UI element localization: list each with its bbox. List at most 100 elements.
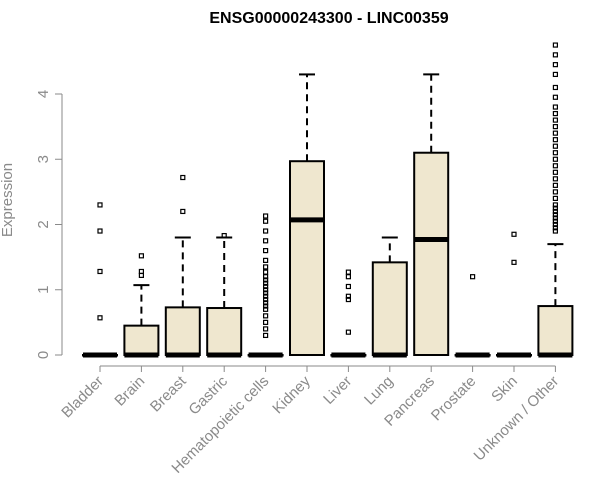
outlier-point	[552, 218, 559, 224]
box	[371, 261, 408, 356]
outlier-point	[263, 277, 269, 283]
outlier-point	[552, 205, 559, 211]
outlier-point	[345, 296, 351, 303]
outlier-point	[552, 124, 559, 130]
outlier-point	[263, 313, 269, 319]
outlier-point	[552, 104, 559, 110]
outlier-point	[552, 143, 559, 149]
box-group-bladder	[82, 202, 118, 358]
box-group-pancreas	[413, 73, 450, 356]
outlier-point	[552, 52, 559, 58]
outlier-point	[263, 300, 269, 306]
outlier-point	[180, 208, 186, 215]
outlier-point	[552, 225, 559, 231]
box-group-unknown-other	[537, 42, 574, 358]
outlier-point	[263, 290, 269, 296]
outlier-point	[263, 287, 269, 293]
outlier-point	[97, 202, 103, 208]
box-group-lung	[371, 236, 408, 358]
box	[123, 324, 160, 357]
outlier-point	[263, 264, 269, 270]
outlier-point	[345, 283, 351, 290]
outlier-point	[263, 319, 269, 325]
outlier-point	[263, 269, 269, 275]
box-group-liver	[330, 269, 367, 358]
x-tick-label: Lung	[361, 373, 397, 409]
x-tick-label: Prostate	[428, 373, 480, 425]
outlier-point	[263, 306, 269, 312]
outlier-point	[552, 195, 559, 201]
outlier-point	[552, 202, 559, 208]
outlier-point	[263, 303, 269, 309]
outlier-point	[552, 71, 559, 78]
outlier-point	[552, 94, 559, 100]
outlier-point	[263, 213, 269, 219]
outlier-point	[263, 257, 269, 263]
x-tick-label: Breast	[147, 372, 190, 415]
outlier-point	[263, 326, 269, 332]
y-tick-label: 1	[35, 286, 52, 294]
outlier-point	[263, 332, 269, 339]
outlier-point	[552, 42, 559, 48]
outlier-point	[552, 215, 559, 221]
x-tick-label: Bladder	[58, 373, 107, 422]
outlier-point	[345, 329, 351, 335]
plot-area	[82, 42, 574, 358]
outlier-point	[97, 315, 103, 321]
outlier-point	[552, 228, 559, 234]
outlier-point	[263, 293, 269, 299]
outlier-point	[552, 169, 559, 175]
box-group-kidney	[289, 73, 325, 356]
outlier-point	[552, 156, 559, 162]
outlier-point	[263, 296, 269, 303]
outlier-point	[552, 182, 559, 188]
box-group-prostate	[454, 274, 491, 358]
y-tick-label: 4	[35, 90, 52, 98]
outlier-point	[511, 259, 517, 265]
box-group-skin	[496, 231, 532, 358]
chart-title: ENSG00000243300 - LINC00359	[209, 10, 448, 27]
outlier-point	[552, 163, 559, 169]
outlier-point	[552, 150, 559, 156]
y-tick-label: 3	[35, 155, 52, 163]
box	[413, 151, 450, 356]
outlier-point	[470, 274, 476, 280]
outlier-point	[552, 176, 559, 182]
box-group-gastric	[206, 232, 243, 358]
outlier-point	[345, 269, 351, 275]
outlier-point	[552, 221, 559, 228]
x-tick-label: Liver	[320, 373, 355, 408]
outlier-point	[345, 293, 351, 299]
box	[206, 307, 243, 356]
outlier-point	[263, 280, 269, 286]
outlier-point	[552, 84, 559, 91]
outlier-point	[552, 62, 559, 68]
outlier-point	[180, 174, 186, 181]
x-tick-label: Kidney	[269, 372, 314, 417]
x-tick-label: Brain	[111, 373, 148, 410]
outlier-point	[263, 218, 269, 224]
box	[289, 160, 325, 356]
outlier-point	[552, 117, 559, 123]
outlier-point	[97, 228, 103, 234]
box-group-breast	[164, 174, 201, 358]
outlier-point	[552, 110, 559, 117]
box-group-hematopoietic-cells	[247, 213, 284, 358]
box-group-brain	[123, 253, 160, 358]
outlier-point	[138, 253, 144, 259]
outlier-point	[552, 212, 559, 218]
outlier-point	[97, 268, 103, 275]
box	[164, 306, 201, 356]
outlier-point	[552, 130, 559, 136]
outlier-point	[263, 228, 269, 234]
outlier-point	[552, 137, 559, 143]
outlier-point	[552, 208, 559, 215]
y-axis-label: Expression	[0, 163, 16, 237]
outlier-point	[552, 189, 559, 195]
outlier-point	[263, 283, 269, 290]
outlier-point	[138, 268, 144, 275]
outlier-point	[511, 231, 517, 237]
x-tick-label: Skin	[488, 373, 521, 406]
